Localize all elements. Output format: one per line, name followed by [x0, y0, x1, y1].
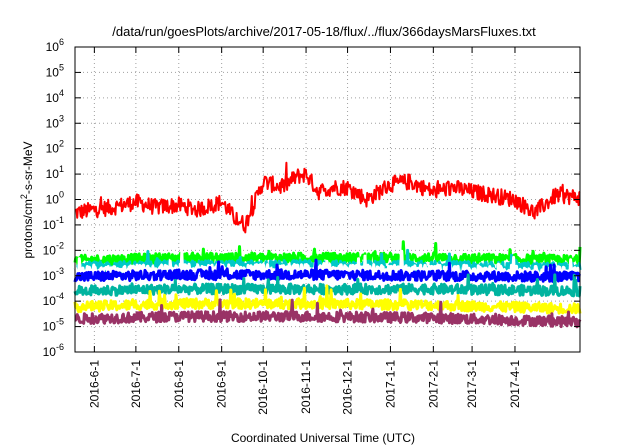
- x-tick-label: 2016-6-1: [87, 360, 101, 408]
- y-tick-label: 10-5: [43, 317, 64, 334]
- series-line-2: [73, 240, 582, 267]
- y-tick-label: 101: [46, 164, 64, 181]
- y-tick-label: 106: [46, 37, 64, 54]
- y-tick-label: 100: [46, 190, 64, 207]
- x-tick-label: 2016-8-1: [172, 360, 186, 408]
- x-tick-label: 2017-4-1: [508, 360, 522, 408]
- series-line-8: [74, 298, 582, 329]
- y-tick-label: 10-4: [43, 291, 64, 308]
- x-tick-label: 2016-12-1: [341, 360, 355, 415]
- y-tick-label: 105: [46, 62, 64, 79]
- series-line-5: [73, 258, 581, 283]
- x-tick-label: 2017-3-1: [465, 360, 479, 408]
- y-tick-label: 104: [46, 88, 64, 105]
- series-line-4: [73, 249, 582, 279]
- y-tick-label: 10-6: [43, 342, 64, 359]
- x-tick-label: 2016-10-1: [256, 360, 270, 415]
- y-tick-label: 10-2: [43, 240, 64, 257]
- chart-title: /data/run/goesPlots/archive/2017-05-18/f…: [112, 24, 536, 39]
- y-axis-label: protons/cm2-s-sr-MeV: [19, 141, 35, 258]
- x-tick-label: 2016-11-1: [299, 360, 313, 414]
- y-tick-label: 10-3: [43, 266, 64, 283]
- x-axis-label: Coordinated Universal Time (UTC): [231, 431, 415, 445]
- series-lines: [73, 161, 582, 329]
- series-line-1: [74, 161, 581, 234]
- y-tick-label: 10-1: [43, 215, 64, 232]
- y-tick-label: 102: [46, 139, 64, 156]
- x-tick-label: 2017-2-1: [426, 360, 440, 408]
- x-tick-label: 2017-1-1: [383, 360, 397, 408]
- axis-ticks: 10-6 10-5 10-4 10-3 10-2 10-1 100 101 102 103 104 1…: [43, 37, 580, 415]
- x-tick-label: 2016-7-1: [129, 360, 143, 408]
- y-tick-label: 103: [46, 113, 64, 130]
- series-line-7: [73, 284, 582, 315]
- x-tick-label: 2016-9-1: [215, 360, 229, 408]
- grid: [75, 47, 580, 352]
